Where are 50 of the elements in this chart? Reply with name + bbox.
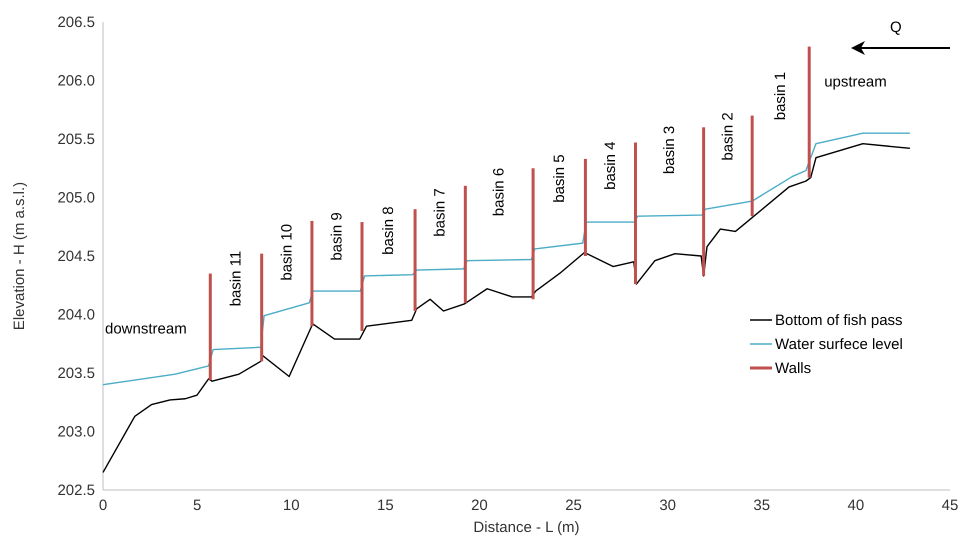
y-tick-label: 206.0	[57, 72, 95, 90]
bar	[702, 127, 706, 276]
bar	[414, 209, 417, 311]
annotation: basin 11	[227, 250, 244, 306]
bar	[464, 186, 467, 303]
y-axis-title: Elevation - H (m a.s.l.)	[11, 182, 28, 330]
y-tick-label: 203.5	[57, 365, 95, 382]
x-tick-label: 0	[98, 497, 108, 514]
x-tick-label: 30	[659, 497, 676, 514]
annotation: basin 5	[550, 154, 568, 203]
x-tick-label: 10	[282, 497, 300, 514]
bar	[310, 220, 314, 326]
annotation: upstream	[824, 74, 887, 91]
x-tick-label: 20	[471, 497, 488, 514]
annotation: basin 1	[772, 72, 790, 120]
annotation: Q	[890, 19, 902, 36]
annotation: basin 6	[490, 168, 508, 216]
x-tick-label: 40	[848, 497, 864, 514]
annotation: basin 3	[661, 126, 678, 174]
bar	[584, 158, 587, 256]
bar	[360, 222, 364, 331]
x-tick-label: 35	[753, 497, 770, 514]
annotation: downstream	[105, 320, 187, 338]
legend-label: Bottom of fish pass	[775, 312, 903, 329]
x-tick-label: 25	[565, 497, 582, 514]
y-tick-label: 205.5	[57, 131, 95, 148]
y-tick-label: 204.0	[57, 306, 95, 324]
annotation: basin 9	[328, 212, 346, 261]
annotation: basin 10	[278, 224, 296, 281]
x-tick-label: 45	[942, 497, 958, 514]
y-tick-label: 202.5	[57, 482, 95, 499]
bar	[532, 168, 535, 300]
annotation: basin 7	[432, 188, 449, 237]
annotation: basin 4	[602, 142, 619, 190]
y-tick-label: 205.0	[57, 190, 95, 206]
legend-label: Water surfece level	[775, 336, 903, 353]
bar	[634, 142, 637, 284]
bar	[750, 116, 754, 216]
y-tick-label: 206.5	[57, 14, 95, 31]
y-tick-label: 204.5	[57, 248, 95, 265]
y-tick-label: 203.0	[57, 424, 95, 440]
annotation: basin 8	[380, 206, 398, 255]
bar	[260, 254, 264, 362]
bar	[808, 46, 811, 178]
x-axis-title: Distance - L (m)	[473, 519, 580, 536]
legend-label: Walls	[775, 360, 812, 377]
annotation: basin 2	[719, 112, 736, 161]
x-tick-label: 15	[376, 497, 394, 514]
x-tick-label: 5	[192, 497, 202, 514]
bar	[208, 274, 212, 380]
